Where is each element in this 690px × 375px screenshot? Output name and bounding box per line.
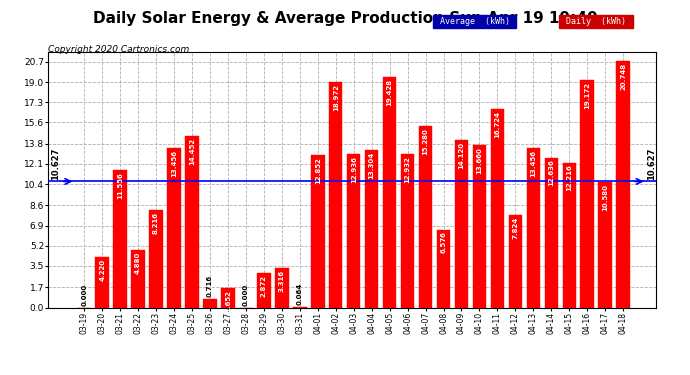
Bar [131,250,145,308]
Text: 6.576: 6.576 [440,231,446,253]
Bar [419,126,433,308]
Bar [204,299,217,307]
Text: 12.932: 12.932 [404,156,411,183]
Text: 4.880: 4.880 [135,251,141,274]
Text: 13.660: 13.660 [477,147,482,174]
Bar [95,258,109,307]
Text: 13.456: 13.456 [531,150,536,177]
Text: 12.936: 12.936 [351,156,357,183]
Text: Average  (kWh): Average (kWh) [435,17,515,26]
Text: 7.824: 7.824 [513,216,518,239]
Text: 12.636: 12.636 [549,159,554,186]
Bar [186,136,199,308]
Bar [311,155,324,308]
Bar [257,273,270,308]
Text: 18.972: 18.972 [333,84,339,111]
Bar [221,288,235,308]
Text: 12.852: 12.852 [315,157,321,184]
Bar [544,158,558,308]
Bar [347,154,360,308]
Text: 1.652: 1.652 [225,290,231,312]
Bar [491,109,504,307]
Bar [598,182,612,308]
Text: 19.428: 19.428 [386,79,393,106]
Text: 0.716: 0.716 [207,275,213,297]
Bar [509,215,522,308]
Text: 12.216: 12.216 [566,164,572,191]
Bar [275,268,288,308]
Text: 8.216: 8.216 [153,212,159,234]
Bar [167,148,181,308]
Bar [473,146,486,308]
Text: 0.000: 0.000 [243,284,249,306]
Bar [616,62,630,308]
Text: 10.627: 10.627 [647,147,656,180]
Text: 14.120: 14.120 [458,142,464,169]
Bar [401,154,414,308]
Bar [437,230,451,308]
Bar [580,80,594,308]
Text: 0.064: 0.064 [297,283,303,305]
Text: 4.220: 4.220 [99,259,105,281]
Bar [149,210,163,308]
Text: 11.556: 11.556 [117,172,123,199]
Text: 19.172: 19.172 [584,82,590,109]
Bar [562,163,576,308]
Bar [293,307,306,308]
Text: 13.456: 13.456 [171,150,177,177]
Text: Daily Solar Energy & Average Production Sun Apr 19 19:40: Daily Solar Energy & Average Production … [92,11,598,26]
Bar [455,140,469,308]
Text: 14.452: 14.452 [189,138,195,165]
Text: 16.724: 16.724 [495,111,500,138]
Bar [329,82,342,308]
Text: 13.304: 13.304 [368,152,375,179]
Text: 0.000: 0.000 [81,284,87,306]
Text: 10.580: 10.580 [602,184,608,211]
Bar [526,148,540,308]
Text: 20.748: 20.748 [620,63,626,90]
Bar [365,150,378,308]
Text: 10.627: 10.627 [51,147,60,180]
Text: 2.872: 2.872 [261,275,267,297]
Text: 3.316: 3.316 [279,270,285,292]
Text: Daily  (kWh): Daily (kWh) [561,17,631,26]
Bar [383,77,396,308]
Bar [113,171,127,308]
Text: Copyright 2020 Cartronics.com: Copyright 2020 Cartronics.com [48,45,190,54]
Text: 15.280: 15.280 [422,128,428,155]
